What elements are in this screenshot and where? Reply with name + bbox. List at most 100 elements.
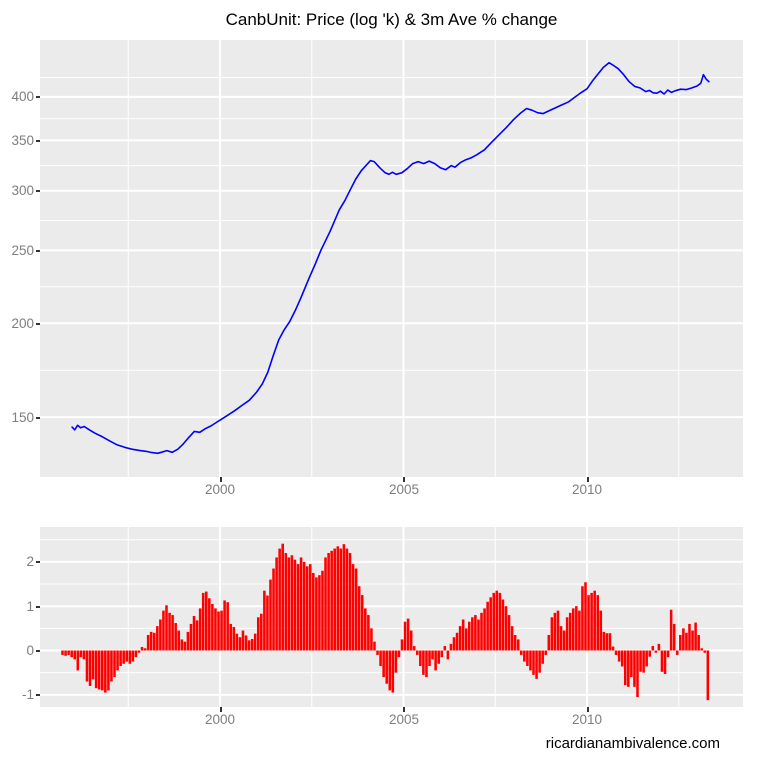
pct-change-bar — [575, 606, 578, 651]
pct-change-bar — [581, 586, 584, 651]
pct-change-bar — [244, 635, 248, 651]
axis-tick-mark — [35, 561, 40, 563]
pct-change-bar — [419, 650, 422, 667]
pct-change-bar — [538, 650, 541, 673]
pct-change-bar — [299, 557, 303, 651]
x-axis-label-top: 2010 — [571, 482, 603, 497]
pct-change-bar — [330, 550, 333, 651]
pct-change-bar — [409, 630, 413, 651]
pct-change-bar — [79, 650, 83, 658]
pct-change-bar — [348, 553, 352, 651]
pct-change-bar — [284, 553, 288, 651]
x-axis-label-top: 2000 — [204, 482, 236, 497]
pct-change-bar — [327, 553, 330, 651]
pct-change-bar — [61, 650, 64, 655]
pct-change-bar — [559, 626, 563, 651]
pct-change-bar — [449, 643, 453, 651]
attribution-text: ricardianambivalence.com — [545, 735, 720, 752]
axis-tick-mark — [35, 323, 40, 325]
pct-change-bar — [247, 640, 251, 651]
pct-change-bar — [394, 650, 398, 673]
pct-change-bar — [489, 597, 492, 651]
pct-change-bar — [382, 650, 385, 678]
axis-tick-mark — [403, 477, 405, 482]
pct-change-bar — [666, 650, 670, 658]
pct-change-bar — [168, 612, 171, 651]
pct-change-bar — [458, 626, 462, 651]
pct-change-bar — [128, 650, 132, 664]
pct-change-bar — [354, 568, 358, 651]
pct-change-bar — [477, 619, 480, 651]
pct-change-bar — [260, 613, 263, 651]
pct-change-bar — [171, 615, 174, 651]
y-axis-label-top: 300 — [11, 183, 34, 198]
pct-change-bar — [428, 650, 431, 667]
pct-change-bar — [146, 634, 150, 651]
pct-change-bar — [602, 631, 606, 651]
pct-change-bar — [431, 650, 434, 660]
pct-change-bar — [513, 634, 517, 651]
pct-change-bar — [214, 608, 217, 651]
pct-change-bar — [91, 650, 95, 680]
pct-change-bar — [593, 590, 596, 651]
pct-change-bar — [370, 628, 373, 651]
pct-change-bar — [116, 650, 119, 671]
pct-change-bar — [541, 650, 544, 664]
pct-change-bar — [568, 612, 572, 651]
y-axis-label-bottom: 1 — [26, 599, 34, 614]
pct-change-bar — [654, 650, 658, 653]
pct-change-bar — [639, 650, 642, 672]
pct-change-bar — [281, 543, 284, 651]
pct-change-bar — [156, 626, 159, 651]
pct-change-bar — [510, 626, 514, 651]
pct-change-bar — [452, 637, 456, 651]
pct-change-bar — [290, 555, 294, 651]
pct-change-bar — [682, 628, 685, 651]
pct-change-bar — [425, 650, 428, 678]
pct-change-bar — [137, 650, 141, 653]
pct-change-bar — [351, 564, 355, 651]
pct-change-bar — [312, 572, 315, 651]
pct-change-bar — [504, 606, 508, 651]
pct-change-bar — [198, 608, 202, 651]
pct-change-bar — [186, 631, 190, 651]
pct-change-bar — [672, 623, 676, 651]
pct-change-bar — [229, 623, 232, 651]
pct-change-bar — [131, 650, 135, 662]
y-axis-label-bottom: 2 — [26, 554, 34, 569]
pct-change-bar — [605, 633, 609, 651]
pct-change-bar — [403, 621, 407, 651]
pct-change-bar — [440, 650, 444, 658]
pct-change-bar — [266, 595, 269, 651]
pct-change-bar — [107, 650, 110, 691]
pct-change-bar — [342, 544, 346, 651]
pct-change-bar — [645, 650, 648, 667]
pct-change-bar — [630, 650, 633, 678]
pct-change-bar — [529, 650, 532, 671]
pct-change-bar — [651, 646, 655, 651]
pct-change-bar — [208, 598, 211, 651]
axis-tick-mark — [587, 477, 589, 482]
pct-change-bar — [675, 650, 679, 655]
pct-change-bar — [183, 641, 187, 651]
pct-change-bar — [76, 650, 80, 671]
pct-change-bar — [627, 650, 630, 687]
pct-change-bar — [64, 650, 67, 656]
pct-change-bar — [406, 618, 410, 651]
pct-change-bar — [232, 627, 236, 651]
axis-tick-mark — [35, 417, 40, 419]
axis-tick-mark — [220, 477, 222, 482]
pct-change-bar — [679, 634, 682, 651]
pct-change-bar — [587, 595, 590, 651]
pct-change-bar — [345, 548, 349, 651]
pct-change-bar — [471, 617, 474, 651]
pct-change-bar — [159, 619, 162, 651]
pct-change-bar — [422, 650, 425, 675]
axis-tick-mark — [35, 694, 40, 696]
pct-change-bar — [204, 591, 208, 651]
pct-change-bar — [562, 630, 566, 651]
pct-change-bar — [305, 566, 309, 651]
pct-change-bar — [192, 615, 196, 651]
y-axis-label-top: 350 — [11, 133, 34, 148]
pct-change-bar — [483, 608, 486, 651]
